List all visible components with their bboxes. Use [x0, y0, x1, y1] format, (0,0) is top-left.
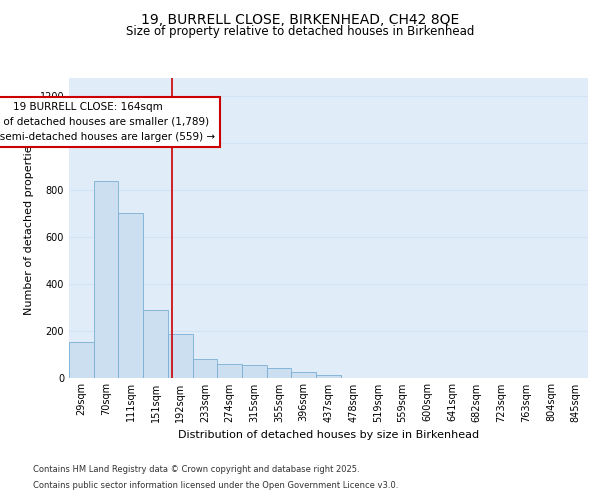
Bar [143, 310, 168, 378]
Bar [292, 372, 316, 378]
X-axis label: Distribution of detached houses by size in Birkenhead: Distribution of detached houses by size … [178, 430, 479, 440]
Text: 19 BURRELL CLOSE: 164sqm
← 76% of detached houses are smaller (1,789)
24% of sem: 19 BURRELL CLOSE: 164sqm ← 76% of detach… [0, 102, 215, 142]
Text: Contains HM Land Registry data © Crown copyright and database right 2025.: Contains HM Land Registry data © Crown c… [33, 465, 359, 474]
Bar [242, 366, 267, 378]
Bar [316, 375, 341, 378]
Bar [94, 180, 118, 378]
Y-axis label: Number of detached properties: Number of detached properties [24, 140, 34, 315]
Bar [217, 364, 242, 378]
Bar [193, 359, 217, 378]
Bar [168, 334, 193, 378]
Bar [118, 214, 143, 378]
Text: Contains public sector information licensed under the Open Government Licence v3: Contains public sector information licen… [33, 481, 398, 490]
Bar [69, 342, 94, 378]
Text: 19, BURRELL CLOSE, BIRKENHEAD, CH42 8QE: 19, BURRELL CLOSE, BIRKENHEAD, CH42 8QE [141, 12, 459, 26]
Bar [267, 368, 292, 378]
Text: Size of property relative to detached houses in Birkenhead: Size of property relative to detached ho… [126, 25, 474, 38]
